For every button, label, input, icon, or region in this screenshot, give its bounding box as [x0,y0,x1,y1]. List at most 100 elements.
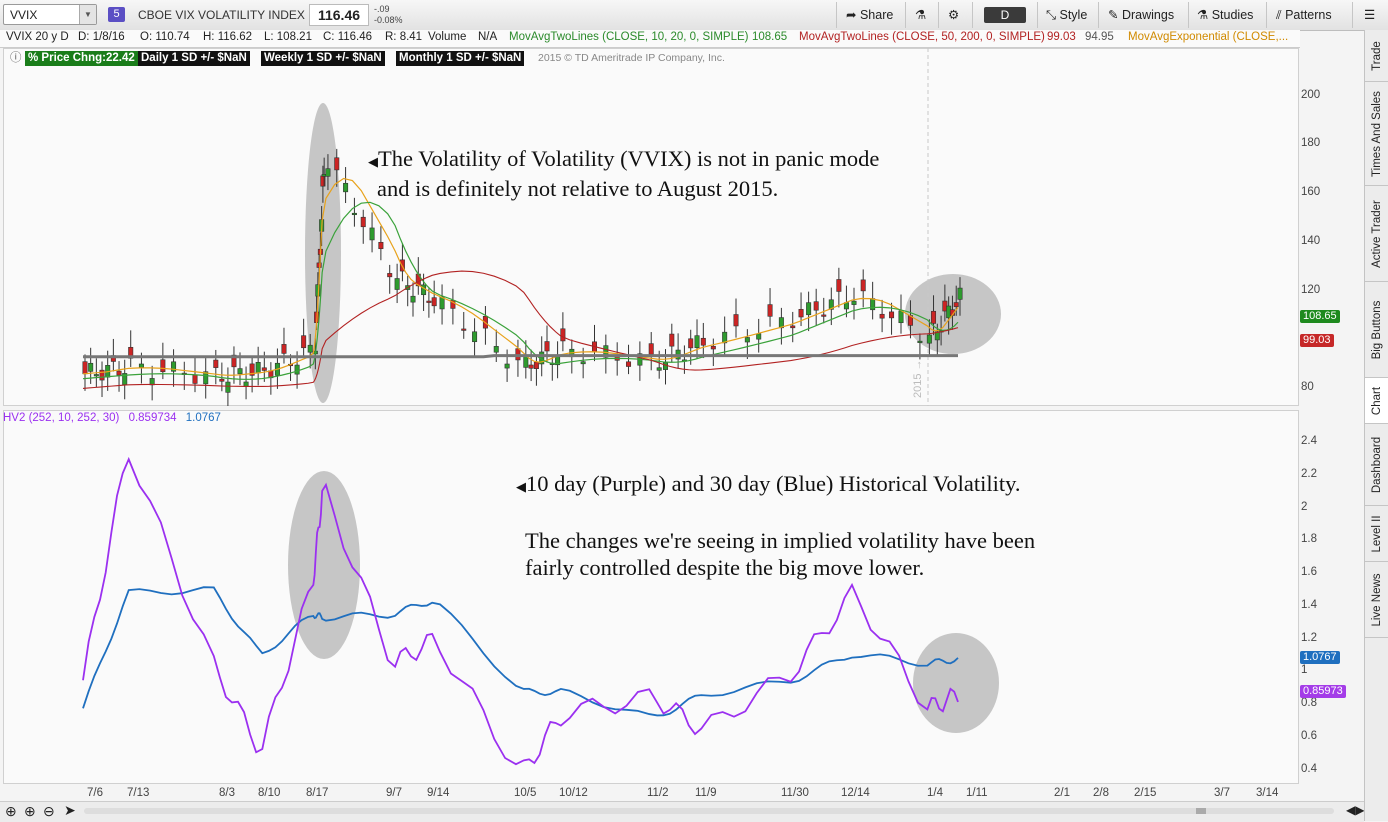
patterns-button[interactable]: ⫽ Patterns [1276,4,1332,26]
weekly-sd-label: Weekly 1 SD +/- $NaN [261,51,385,66]
hv-tick: 1.2 [1301,632,1317,644]
symbol-dropdown-icon[interactable]: ▼ [79,5,96,24]
tab-live-news[interactable]: Live News [1365,562,1388,638]
zoom-in-icon[interactable]: ⊕ [24,803,36,819]
style-icon: ⤡ [1046,8,1057,22]
candle-body [836,279,842,292]
hv30-line [82,586,959,717]
menu-icon: ☰ [1364,8,1376,22]
flask-button[interactable]: ⚗ [915,4,926,26]
candle-body [255,361,261,374]
candle-body [301,335,307,349]
ema-study[interactable]: MovAvgExponential (CLOSE,... [1128,31,1289,43]
candle-body [953,302,959,307]
share-button[interactable]: ➦ Share [846,4,893,26]
pencil-icon: ✎ [1108,8,1119,22]
time-tick: 10/5 [514,787,537,799]
symbol-input[interactable]: VVIX ▼ [3,4,97,25]
candle-body [116,370,122,376]
tab-label: Chart [1371,386,1383,415]
hv-tick: 1.6 [1301,566,1317,578]
drawings-button[interactable]: ✎ Drawings [1108,4,1174,26]
flask-icon: ⚗ [1197,8,1209,22]
hv-chart[interactable] [3,428,1299,784]
tab-times-and-sales[interactable]: Times And Sales [1365,82,1388,186]
time-tick: 2/1 [1054,787,1070,799]
tab-active-trader[interactable]: Active Trader [1365,186,1388,282]
upper-annotation[interactable]: ◀The Volatility of Volatility (VVIX) is … [368,145,879,202]
candle-body [316,262,322,268]
menu-button[interactable]: ☰ [1364,4,1375,26]
candle-body [533,361,539,370]
candle-body [626,361,632,367]
tab-label: Active Trader [1371,199,1383,268]
candle-body [700,337,706,346]
candle-body [710,345,716,350]
candle-body [231,354,237,368]
style-label: Style [1059,8,1088,22]
studies-button[interactable]: ⚗ Studies [1197,4,1253,26]
candle-body [493,346,499,353]
studies-label: Studies [1211,8,1254,22]
year-marker: 2015 → [912,359,924,398]
hv-purple-axis-label: 0.85973 [1300,685,1346,698]
settings-button[interactable]: ⚙ [948,4,959,26]
scroll-thumb[interactable] [1196,808,1206,814]
ma-fast-study[interactable]: MovAvgTwoLines (CLOSE, 10, 20, 0, SIMPLE… [509,31,749,43]
price-tick: 140 [1301,235,1321,247]
aggregation-selector[interactable]: D [984,7,1026,23]
tab-trade[interactable]: Trade [1365,30,1388,82]
horizontal-scrollbar[interactable] [84,808,1334,814]
candle-body [461,328,467,331]
highlight-ellipse [305,103,341,403]
candle-body [192,374,198,384]
candle-body [82,361,88,375]
ma-slow-study[interactable]: MovAvgTwoLines (CLOSE, 50, 200, 0, SIMPL… [799,31,1045,43]
copyright: 2015 © TD Ameritrade IP Company, Inc. [538,52,725,64]
bar-close: C: 116.46 [323,31,373,43]
candle-body [722,331,728,344]
tab-chart[interactable]: Chart [1365,378,1388,424]
tab-big-buttons[interactable]: Big Buttons [1365,282,1388,378]
hv-axis[interactable] [1299,410,1364,784]
candle-body [171,361,177,372]
volume-value: N/A [478,31,498,43]
ma-fast-line [82,177,959,376]
time-axis[interactable]: 7/6 7/13 8/3 8/10 8/17 9/7 9/14 10/5 10/… [3,784,1299,802]
ma-slow-value2: 94.95 [1085,31,1114,43]
pan-icon[interactable]: ⊕ [5,803,17,819]
cursor-icon[interactable]: ➤ [64,802,76,818]
price-chart[interactable] [3,48,1299,406]
time-tick: 11/2 [647,787,669,799]
candle-body [560,328,566,342]
candle-body [410,295,416,303]
time-tick: 9/7 [386,787,402,799]
lower-annotation[interactable]: ◀10 day (Purple) and 30 day (Blue) Histo… [516,470,1035,581]
hv-value2: 1.0767 [185,412,221,424]
tab-dashboard[interactable]: Dashboard [1365,424,1388,506]
tab-label: Dashboard [1371,436,1383,493]
info-icon[interactable]: ⓘ [10,52,22,64]
price-axis[interactable] [1299,48,1364,406]
monthly-sd-label: Monthly 1 SD +/- $NaN [396,51,525,66]
candle-body [889,311,895,319]
candle-body [203,371,209,385]
candle-body [544,341,550,352]
hv-study-label[interactable]: HV2 (252, 10, 252, 30) [3,412,120,424]
candle-body [528,364,534,369]
zoom-out-icon[interactable]: ⊖ [43,803,55,819]
ma-fast-value: 108.65 [752,31,788,43]
hv-tick: 2.2 [1301,468,1317,480]
tab-level-ii[interactable]: Level II [1365,506,1388,562]
highlight-ellipse [913,633,999,733]
bottom-toolbar: ⊕ ⊕ ⊖ ➤ ◀▶ [0,801,1364,822]
volume-label: Volume [428,31,467,43]
candle-body [957,287,963,300]
bar-low: L: 108.21 [264,31,312,43]
link-group-badge[interactable]: 5 [108,7,125,22]
percent-change: -0.08% [374,15,403,25]
tab-label: Trade [1371,40,1383,71]
style-button[interactable]: ⤡ Style [1046,4,1087,26]
expand-icon[interactable]: ◀▶ [1346,803,1365,817]
candle-body [138,363,144,368]
